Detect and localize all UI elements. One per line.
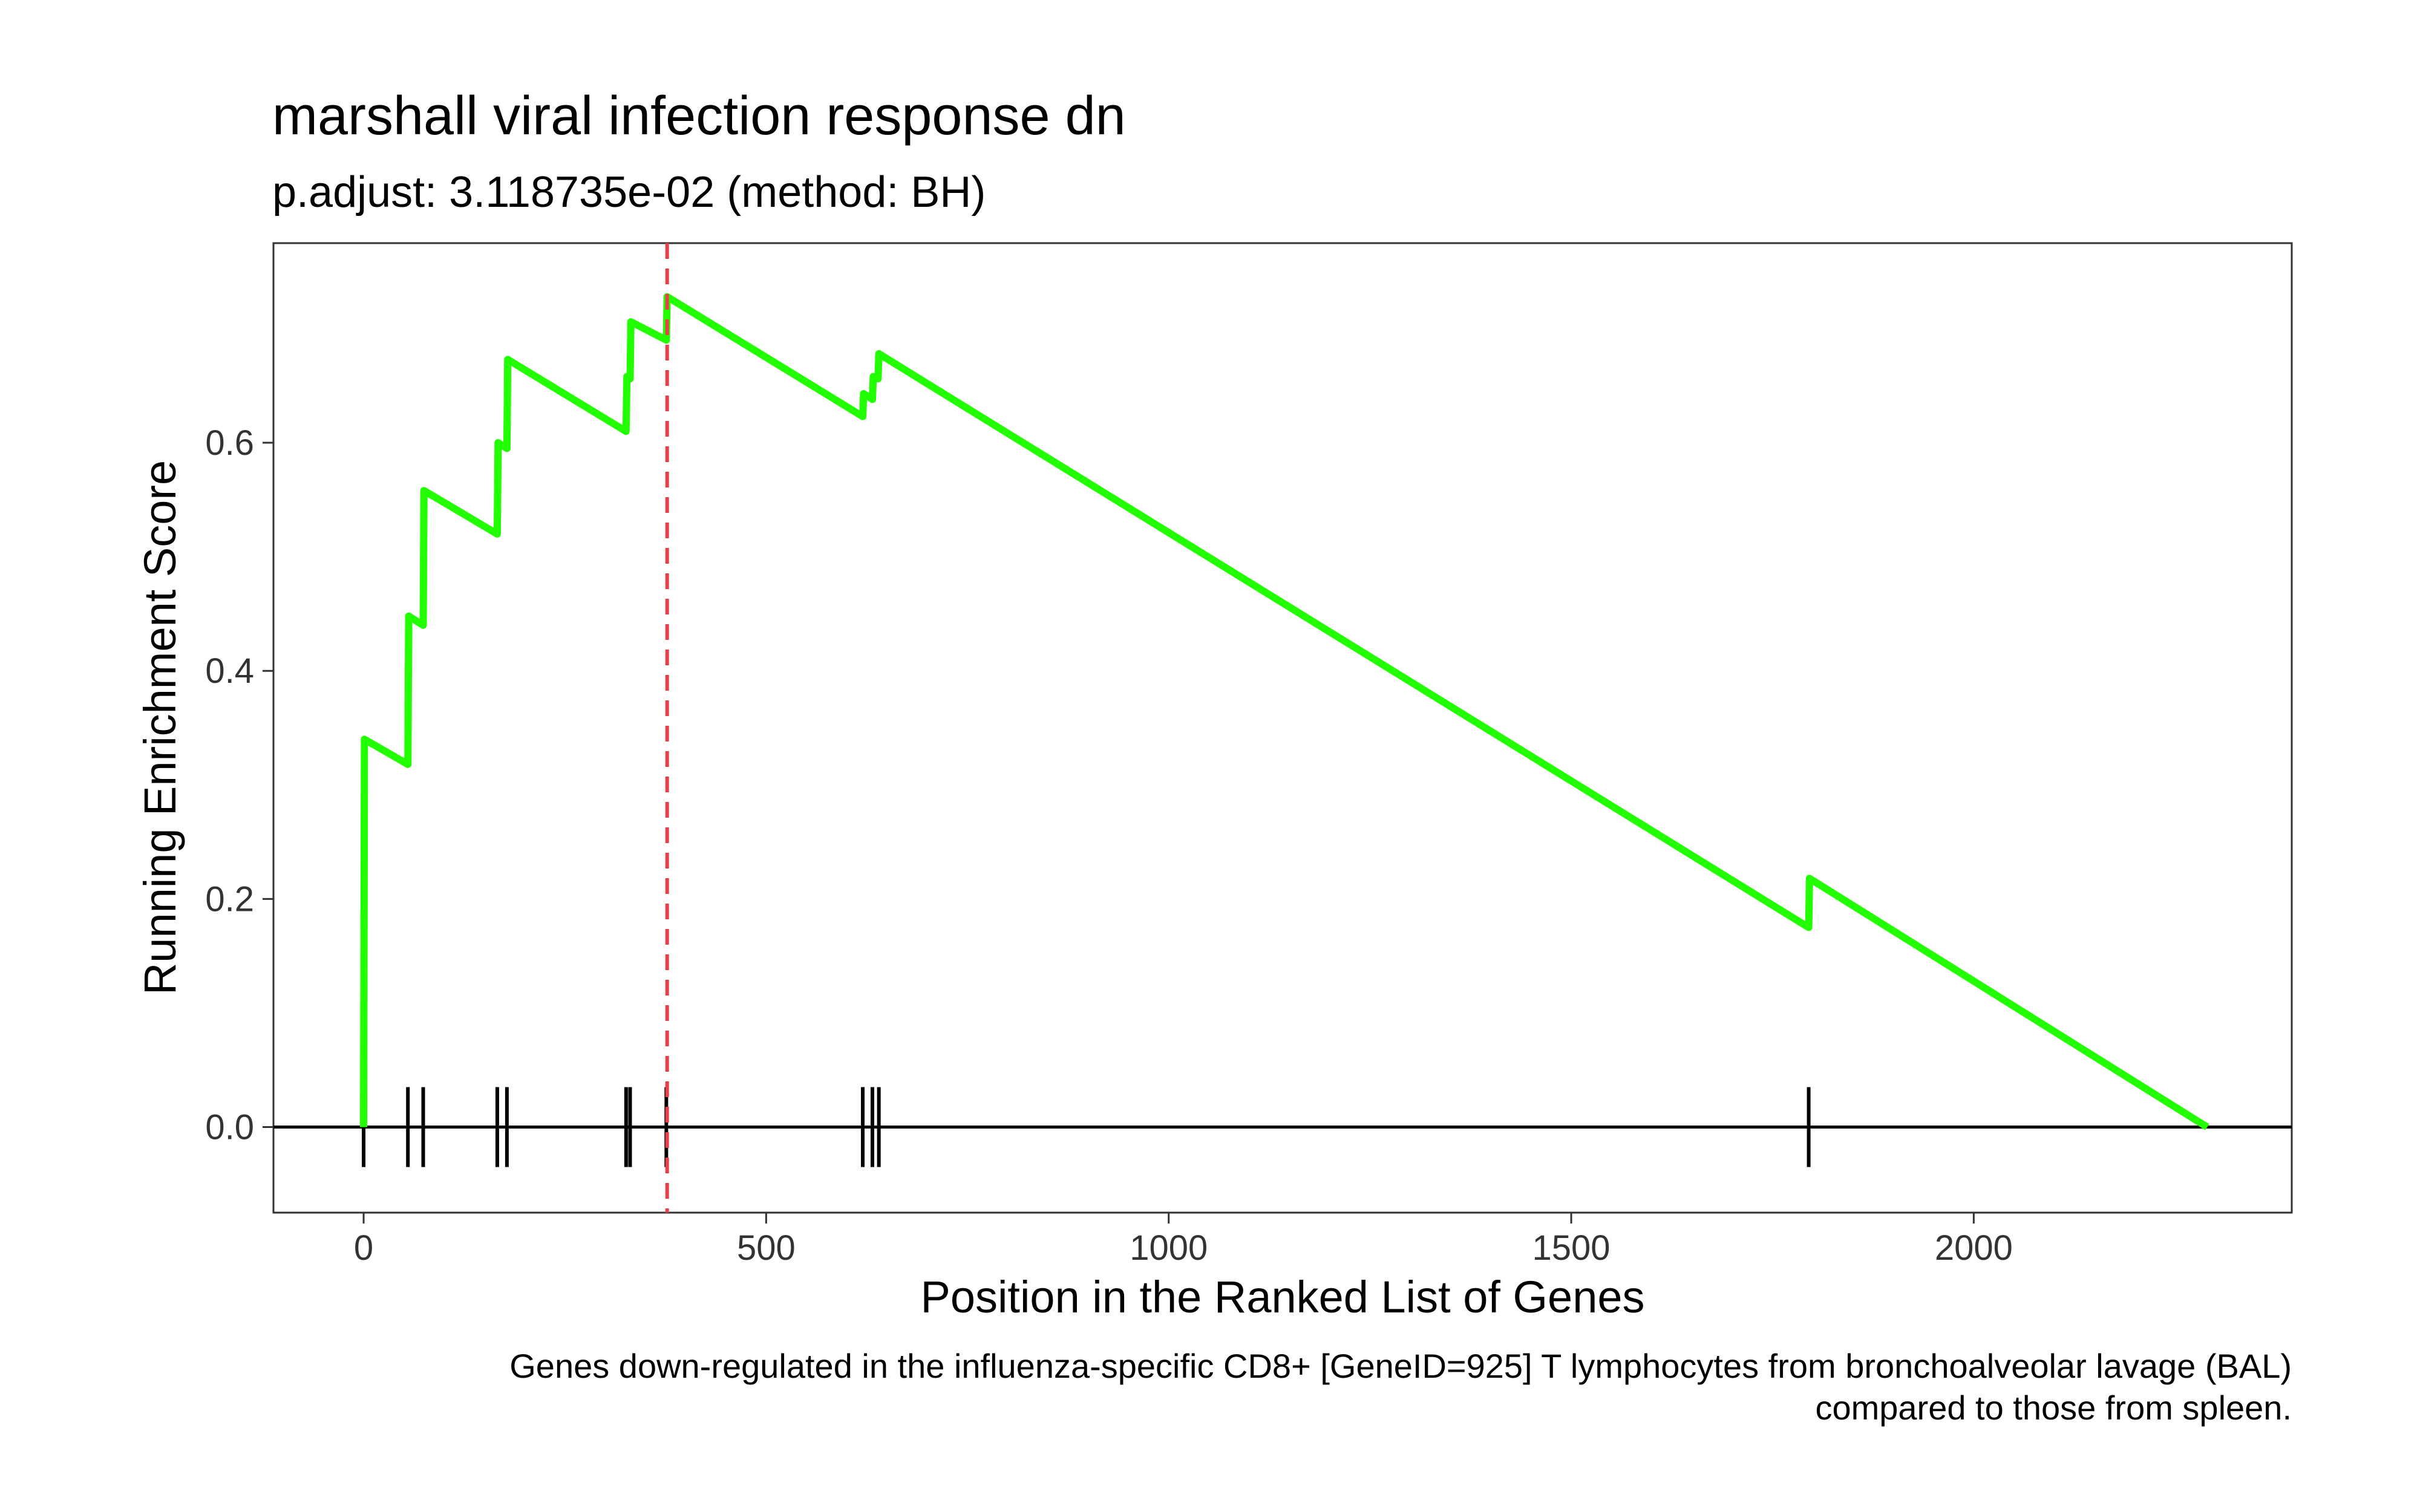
chart-title: marshall viral infection response dn xyxy=(272,86,1126,146)
y-axis: 0.0 0.2 0.4 0.6 xyxy=(205,423,273,1147)
y-tick-label: 0.4 xyxy=(205,651,254,691)
x-tick-label: 0 xyxy=(354,1228,373,1268)
caption-line-2: compared to those from spleen. xyxy=(1815,1389,2292,1427)
y-tick-label: 0.0 xyxy=(205,1108,254,1147)
y-axis-label: Running Enrichment Score xyxy=(135,460,185,995)
enrichment-score-line xyxy=(360,293,2209,1130)
x-axis: 0 500 1000 1500 2000 xyxy=(354,1213,2013,1268)
x-tick-label: 2000 xyxy=(1935,1228,2013,1268)
caption-line-1: Genes down-regulated in the influenza-sp… xyxy=(509,1347,2292,1385)
y-tick-label: 0.6 xyxy=(205,423,254,463)
plot-layer xyxy=(273,243,2292,1213)
chart-subtitle: p.adjust: 3.118735e-02 (method: BH) xyxy=(272,168,986,217)
x-axis-label: Position in the Ranked List of Genes xyxy=(920,1272,1644,1322)
y-tick-label: 0.2 xyxy=(205,879,254,919)
x-tick-label: 500 xyxy=(737,1228,796,1268)
x-tick-label: 1000 xyxy=(1130,1228,1208,1268)
x-tick-label: 1500 xyxy=(1532,1228,1611,1268)
plot-panel xyxy=(272,242,2293,1214)
